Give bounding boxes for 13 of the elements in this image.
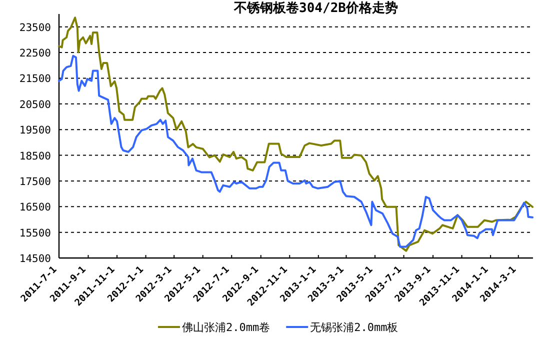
y-tick-label: 18500 bbox=[19, 150, 51, 162]
y-tick-label: 20500 bbox=[19, 98, 51, 111]
chart-title: 不锈钢板卷304/2B价格走势 bbox=[233, 0, 398, 16]
y-tick-label: 23500 bbox=[19, 22, 51, 34]
y-tick-label: 17500 bbox=[19, 176, 51, 188]
y-tick-label: 15500 bbox=[19, 227, 51, 240]
y-tick-label: 14500 bbox=[19, 253, 51, 265]
legend-label: 佛山张浦2.0mm卷 bbox=[182, 321, 270, 334]
y-tick-label: 22500 bbox=[19, 48, 51, 60]
legend-label: 无锡张浦2.0mm板 bbox=[310, 321, 398, 334]
y-tick-label: 19500 bbox=[19, 124, 51, 137]
y-tick-label: 21500 bbox=[19, 73, 51, 86]
y-tick-label: 16500 bbox=[19, 202, 51, 214]
